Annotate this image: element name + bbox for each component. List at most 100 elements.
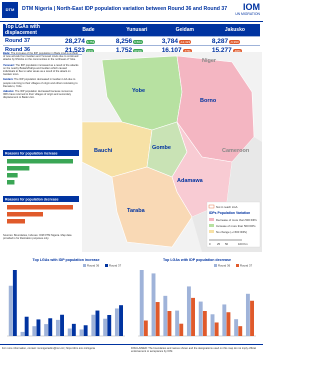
percent: 31% [85,48,94,53]
note-text: The IDP population decreased because num… [3,90,73,100]
map-label: Taraba [127,208,146,214]
bar [214,322,219,336]
bar [114,308,119,336]
row-label: Round 37 [3,36,63,46]
bar [151,273,156,336]
bar [139,270,144,336]
percent: 371% [133,48,143,53]
row-label: Round 36 [3,45,63,55]
bar [55,319,60,336]
bar [103,318,108,336]
legend-text: Increase of more than 500 IDPs [216,224,256,228]
legend-swatch [209,218,214,221]
note: Bade: The increase of the IDP population… [3,52,79,62]
bar [44,324,49,336]
legend-swatch [208,204,215,209]
legend-title: IDPs Population Variation [209,211,250,215]
bar [60,314,64,336]
section-bg [3,196,79,202]
reasons-decrease: Reasons for population decrease [3,196,79,224]
cell: 8,287 -6,990 [209,36,260,46]
logo: DTM [2,2,18,18]
bar [12,270,17,336]
legend-text: Not in reach LGA [216,205,238,209]
cell-value: 16,107 [161,46,182,54]
bar [202,311,207,336]
table-heading: Top LGAs with displacement [3,24,63,37]
legend-swatch [209,230,214,233]
note-text: The increase of the IDP population in Ba… [3,52,79,62]
bar [36,319,41,336]
legend-label: Round 36 [87,264,100,268]
scale-label: 100 Km [238,242,248,246]
legend-swatch [105,264,108,267]
chart-title: Top LGAs with IDP population decrease [163,258,231,262]
cell-value: 8,287 [211,37,229,45]
note: Geidam: The IDP population decreased in … [3,78,79,88]
cell-value: 21,523 [65,46,85,54]
percent: -46% [232,48,242,53]
col: Jakusko [209,24,260,37]
legend-text: Decrease of more than 500 IDPs [216,218,257,222]
bar [7,159,73,164]
legend-text: No change (+/-500 IDPs) [216,230,247,234]
note-text: The IDP population increased as a result… [3,63,79,77]
page: {"header":{"logo":"DTM","country":"DTM N… [0,0,263,372]
header: DTM DTM Nigeria | North-East IDP populat… [0,0,263,22]
bar [83,325,88,336]
map: Niger Yobe Borno Bauchi Gombe Adamawa Ta… [82,52,262,252]
col: Bade [63,24,114,37]
bar [143,320,148,336]
bar [7,173,18,178]
bar [175,310,180,336]
footer-left: For more information, contact: iomnigeri… [2,347,95,350]
bar [163,295,168,336]
bar [91,314,96,336]
bar [32,326,37,336]
map-label: Borno [200,98,217,104]
footer: For more information, contact: iomnigeri… [0,344,263,372]
bar [226,312,231,336]
legend-label: Round 36 [218,264,231,268]
legend-swatch [214,264,217,267]
notes: Bade: The increase of the IDP population… [3,52,79,102]
section-bg [3,150,79,156]
bar [7,166,30,171]
col: Yunusari [113,24,160,37]
map-label: Yobe [132,88,145,94]
map-label: Bauchi [94,148,113,154]
bar [186,286,191,336]
cell-value: 8,256 [115,37,133,45]
bar [8,285,13,336]
bar [79,329,84,336]
cell: 3,784 -12,323 [159,36,210,46]
cell-value: 15,277 [211,46,232,54]
reasons-increase: Reasons for population increase [3,150,79,185]
note: Jakusko: The IDP population decreased be… [3,90,79,100]
col: Geidam [159,24,210,37]
bar [7,219,25,224]
bar [107,314,112,336]
note-lga: Bade: [3,52,11,55]
bar [245,293,250,336]
sources: Sources: Boundaries, Indexes: IOM DTM Ni… [3,234,72,241]
bar [7,212,43,217]
bar [48,318,53,336]
bar [71,323,76,336]
note: Yunusari: The IDP population increased a… [3,64,79,77]
note-lga: Yunusari: [3,63,15,67]
map-label: Cameroon [222,148,250,154]
section-title: Reasons for population increase [5,151,58,155]
org-logo: IOM UN MIGRATION [212,2,260,20]
title-text: North-East IDP population variation betw… [56,6,228,12]
bar [238,326,243,336]
bar [198,301,203,336]
legend-box [206,201,261,248]
bar [234,319,239,336]
chart-decrease: Top LGAs with IDP population decrease Rou… [138,258,256,337]
scale-label: 0 [209,242,211,246]
cell-value: 3,784 [161,37,178,45]
country: DTM Nigeria [22,6,53,12]
legend-swatch [236,264,239,267]
bar [7,180,15,185]
